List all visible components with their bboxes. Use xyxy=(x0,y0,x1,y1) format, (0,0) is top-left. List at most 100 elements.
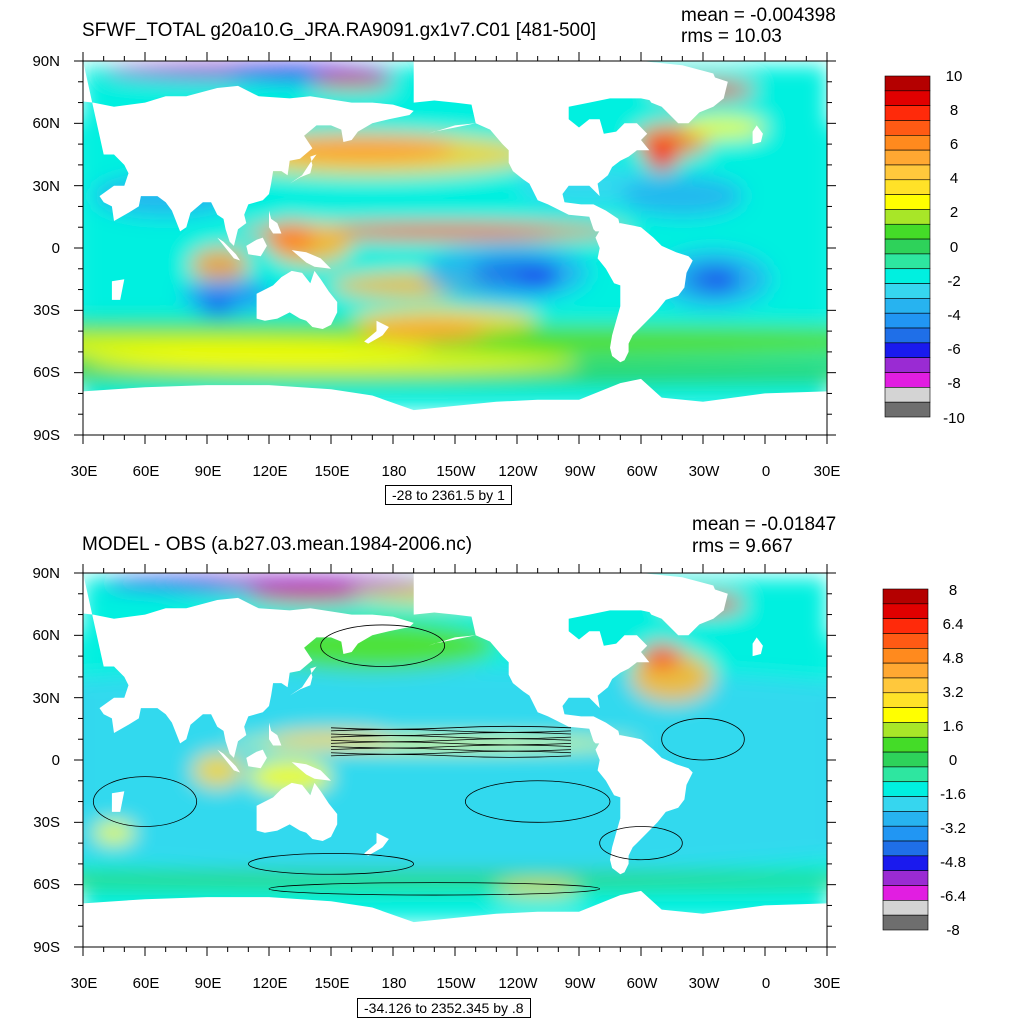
contour-line xyxy=(247,853,415,875)
panel-title: MODEL - OBS (a.b27.03.mean.1984-2006.nc) xyxy=(82,534,473,555)
colorbar-label: 0 xyxy=(949,239,959,256)
contour-line xyxy=(599,826,683,861)
colorbar-swatch xyxy=(882,825,929,842)
colorbar-label: -6 xyxy=(947,341,961,358)
lon-label: 120W xyxy=(498,463,538,480)
land-mask xyxy=(364,832,389,856)
field-anomaly xyxy=(83,337,435,354)
lon-label: 150E xyxy=(314,463,350,480)
field-anomaly xyxy=(190,248,249,282)
contour-line xyxy=(268,882,601,896)
map-plot xyxy=(74,564,929,956)
colorbar-label: -6.4 xyxy=(940,888,966,905)
lat-label-90n: 90N xyxy=(32,565,60,582)
lon-label: 0 xyxy=(761,975,771,992)
contour-line xyxy=(330,729,572,733)
lon-label: 90E xyxy=(194,463,222,480)
field-anomaly xyxy=(351,226,559,237)
field-anomaly xyxy=(200,297,234,315)
land-mask xyxy=(413,573,724,744)
rms-value: rms = 10.03 xyxy=(681,26,782,47)
land-mask xyxy=(289,154,317,184)
lon-label: 180 xyxy=(381,975,407,992)
lat-label-60n: 60N xyxy=(32,115,60,132)
lon-label: 150W xyxy=(436,463,476,480)
colorbar-label: 6 xyxy=(949,136,959,153)
field-anomaly xyxy=(682,117,766,138)
contour-line xyxy=(330,725,572,730)
range-note: -28 to 2361.5 by 1 xyxy=(385,485,512,505)
colorbar-label: -10 xyxy=(943,410,965,427)
land-mask xyxy=(256,270,338,329)
lat-label-30s: 30S xyxy=(33,814,60,831)
contour-line xyxy=(330,753,572,758)
lon-label: 30W xyxy=(688,463,720,480)
lat-label-eq: 0 xyxy=(51,752,60,769)
field-anomaly xyxy=(83,872,827,889)
land-mask xyxy=(291,762,331,781)
land-mask xyxy=(111,791,125,812)
lon-label: 90W xyxy=(564,463,596,480)
field-anomaly xyxy=(269,730,393,748)
colorbar-swatch xyxy=(882,618,929,634)
colorbar-label: 8 xyxy=(948,582,958,599)
contour-line xyxy=(330,738,572,743)
contour-line xyxy=(330,747,572,752)
colorbar-swatch xyxy=(882,751,929,768)
colorbar-swatch xyxy=(882,677,929,694)
land-mask xyxy=(752,637,763,657)
colorbar-swatch xyxy=(882,707,929,723)
colorbar-label: 3.2 xyxy=(942,684,964,701)
land-mask xyxy=(217,237,241,261)
contour-line xyxy=(464,780,611,823)
colorbar-swatch xyxy=(882,840,929,857)
lon-label: 120E xyxy=(252,463,288,480)
field-anomaly xyxy=(517,270,559,288)
mean-value: mean = -0.004398 xyxy=(681,5,836,26)
panel-title: SFWF_TOTAL g20a10.G_JRA.RA9091.gx1v7.C01… xyxy=(82,20,596,41)
land-mask xyxy=(256,782,338,841)
lon-label: 30E xyxy=(813,463,841,480)
colorbar-swatch xyxy=(882,855,929,871)
colorbar-swatch xyxy=(882,736,929,753)
contour-line xyxy=(330,732,572,736)
land-mask xyxy=(595,223,693,363)
land-mask xyxy=(246,237,267,257)
field-anomaly xyxy=(103,577,228,590)
colorbar-label: 0 xyxy=(948,752,958,769)
colorbar-swatch xyxy=(882,796,929,812)
lon-label: 120E xyxy=(252,975,288,992)
lon-label: 30E xyxy=(70,975,98,992)
land-mask xyxy=(364,320,389,344)
land-mask xyxy=(641,585,728,636)
field-anomaly xyxy=(362,320,486,342)
colorbar-swatch xyxy=(882,633,929,649)
lat-label-30n: 30N xyxy=(32,690,60,707)
colorbar-swatch xyxy=(882,766,929,783)
land-mask xyxy=(83,378,827,435)
land-mask xyxy=(595,735,693,875)
colorbar-label: -4.8 xyxy=(940,854,966,871)
land-mask xyxy=(83,573,414,831)
land-mask xyxy=(217,749,241,773)
lon-label: 0 xyxy=(761,463,771,480)
colorbar-swatch xyxy=(882,588,929,605)
colorbar-label: 10 xyxy=(945,68,963,85)
colorbar-label: 4.8 xyxy=(942,650,964,667)
lon-label: 30W xyxy=(688,975,720,992)
field-anomaly xyxy=(620,175,745,217)
colorbar-swatch xyxy=(882,811,929,827)
colorbar-swatch xyxy=(882,781,929,797)
field-anomaly xyxy=(310,75,393,89)
lon-label: 30E xyxy=(70,463,98,480)
land-mask xyxy=(246,749,267,769)
lat-label-30n: 30N xyxy=(32,178,60,195)
lon-label: 120W xyxy=(498,975,538,992)
colorbar-label: -2 xyxy=(947,273,961,290)
lat-label-60s: 60S xyxy=(33,876,60,893)
land-mask xyxy=(291,250,331,269)
contour-line xyxy=(330,750,572,755)
lon-label: 60W xyxy=(626,463,658,480)
land-mask xyxy=(641,73,728,124)
colorbar-swatch xyxy=(884,120,931,136)
